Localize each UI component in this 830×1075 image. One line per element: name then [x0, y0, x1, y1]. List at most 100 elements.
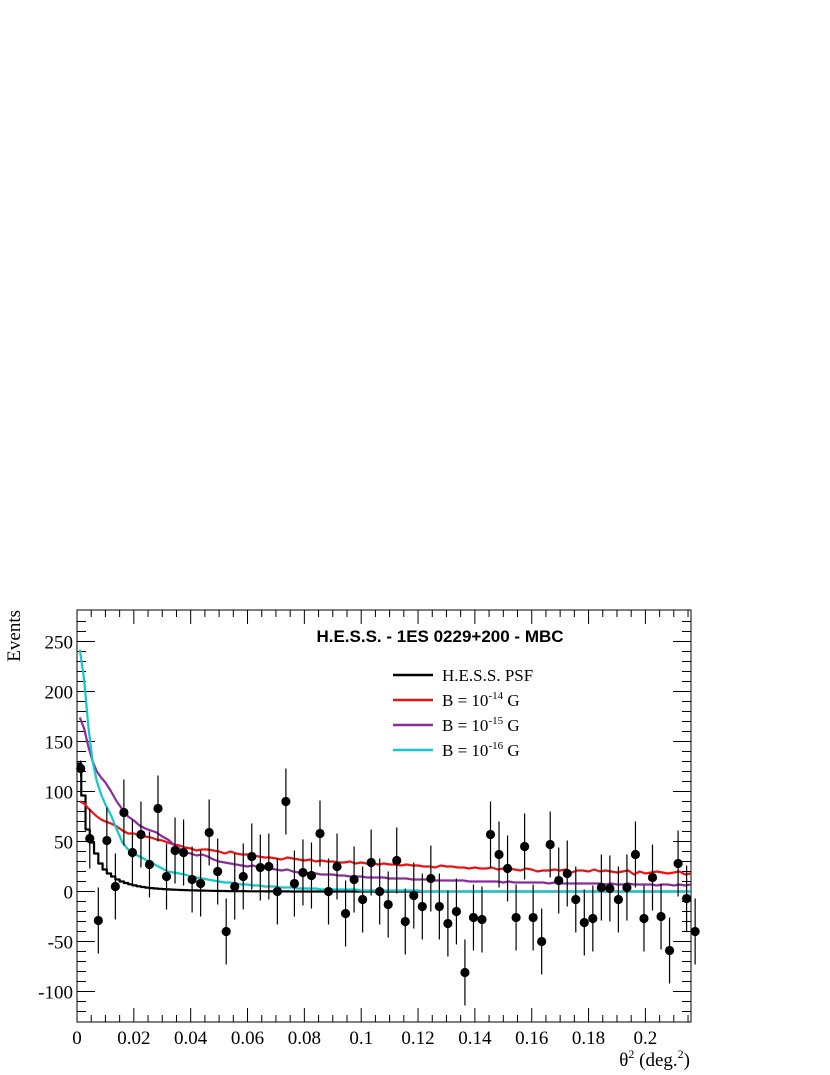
y-tick-label: 0: [64, 883, 74, 904]
point-marker: [537, 936, 547, 947]
x-tick-label: 0.2: [634, 1028, 658, 1049]
data-point: [639, 885, 649, 952]
data-point: [417, 873, 427, 940]
point-marker: [409, 890, 419, 901]
data-point: [85, 808, 95, 869]
point-marker: [417, 901, 427, 912]
data-point: [230, 853, 240, 920]
data-point: [306, 842, 317, 909]
point-marker: [588, 913, 598, 924]
data-point: [119, 779, 129, 846]
point-marker: [136, 829, 146, 840]
point-marker: [511, 912, 521, 923]
legend-label: H.E.S.S. PSF: [442, 666, 533, 685]
data-point: [400, 888, 410, 955]
data-point: [520, 813, 530, 880]
data-point: [289, 850, 300, 917]
data-point: [502, 835, 513, 902]
data-point: [622, 854, 632, 921]
psf-histogram: [77, 762, 691, 893]
data-point: [545, 811, 555, 878]
point-marker: [656, 911, 666, 922]
point-marker: [502, 863, 513, 874]
data-point: [315, 800, 325, 867]
data-point: [596, 854, 606, 921]
data-point: [682, 865, 692, 932]
point-marker: [571, 894, 581, 905]
point-marker: [443, 918, 453, 929]
point-marker: [349, 874, 359, 885]
point-marker: [213, 866, 223, 877]
point-marker: [264, 861, 274, 872]
data-point: [562, 840, 572, 907]
data-point: [187, 846, 197, 913]
data-point: [144, 831, 155, 898]
data-point: [247, 823, 257, 890]
data-point: [102, 807, 112, 874]
point-marker: [161, 871, 172, 882]
point-marker: [238, 871, 248, 882]
data-point: [93, 887, 103, 954]
data-point: [409, 862, 419, 929]
point-marker: [613, 894, 624, 905]
point-marker: [306, 870, 317, 881]
data-point: [127, 819, 138, 886]
point-marker: [127, 847, 138, 858]
data-point: [426, 845, 436, 912]
data-point: [443, 890, 453, 957]
point-marker: [375, 886, 385, 897]
data-point: [340, 880, 351, 947]
y-tick-label: 150: [45, 733, 74, 754]
point-marker: [170, 845, 180, 856]
y-tick-label: -50: [48, 933, 73, 954]
data-point: [375, 858, 385, 925]
y-tick-label: 200: [45, 683, 74, 704]
data-point: [613, 866, 624, 933]
legend-b14: B = 10-14 G: [393, 690, 520, 710]
data-point: [528, 884, 538, 951]
legend-label: B = 10-15 G: [442, 715, 520, 735]
curve-b-1e-16: [78, 649, 691, 893]
x-tick-label: 0.12: [401, 1028, 434, 1049]
x-tick-label: 0.1: [349, 1028, 373, 1049]
data-point: [451, 878, 462, 945]
plot-frame: [76, 609, 692, 1023]
legend-psf: H.E.S.S. PSF: [393, 666, 533, 685]
data-point: [605, 855, 615, 922]
data-point: [554, 847, 564, 914]
point-marker: [562, 868, 572, 879]
data-point: [323, 858, 334, 925]
data-point: [494, 821, 504, 888]
point-marker: [630, 849, 641, 860]
legend-b15: B = 10-15 G: [393, 715, 520, 735]
data-point: [358, 866, 368, 933]
data-point: [221, 898, 231, 965]
legend-b16: B = 10-16 G: [393, 740, 520, 760]
point-marker: [528, 912, 538, 923]
y-tick-label: 50: [54, 833, 73, 854]
point-marker: [460, 967, 470, 978]
model-curves: [77, 649, 692, 893]
data-point: [673, 830, 683, 897]
point-marker: [76, 763, 86, 774]
data-point: [204, 799, 214, 866]
point-marker: [204, 827, 214, 838]
point-marker: [383, 899, 393, 910]
point-marker: [255, 862, 265, 873]
point-marker: [682, 893, 692, 904]
data-point: [434, 873, 444, 940]
x-tick-label: 0.16: [515, 1028, 548, 1049]
point-marker: [281, 796, 291, 807]
x-tick-label: 0: [72, 1028, 82, 1049]
data-point: [264, 833, 274, 900]
point-marker: [647, 872, 658, 883]
data-point: [272, 858, 282, 925]
point-marker: [596, 882, 606, 893]
x-tick-label: 0.06: [231, 1028, 264, 1049]
point-marker: [102, 835, 112, 846]
data-point: [153, 775, 163, 842]
point-marker: [93, 915, 103, 926]
point-marker: [554, 875, 564, 886]
data-point: [485, 801, 496, 868]
data-point: [136, 801, 146, 868]
